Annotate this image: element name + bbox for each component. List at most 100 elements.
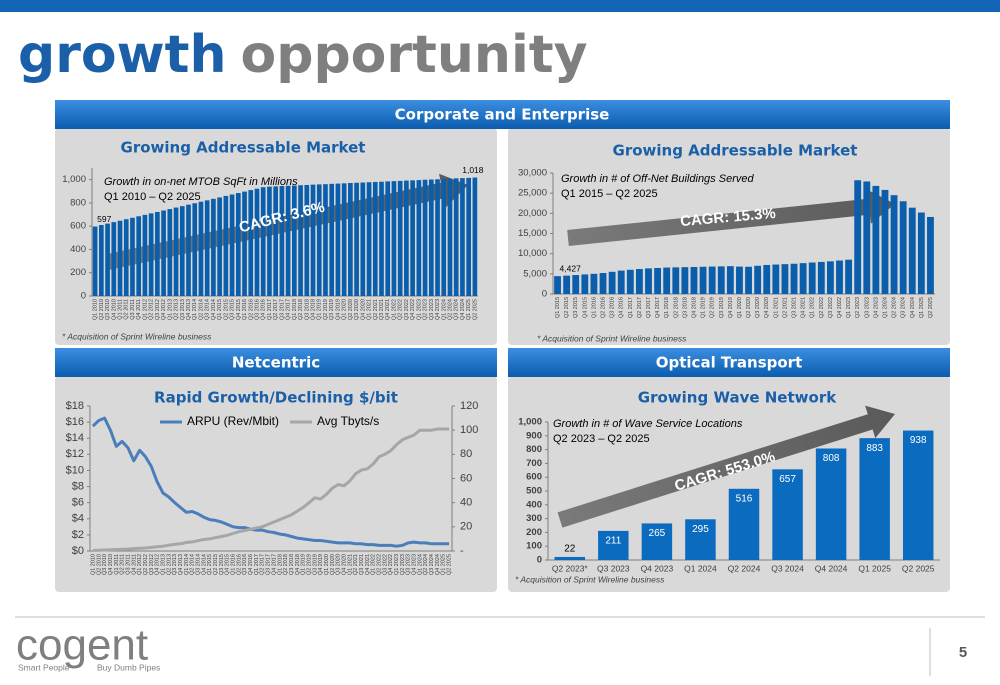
x-tick-label: Q3 2018	[682, 297, 688, 318]
y-tick-label: 10,000	[518, 248, 547, 259]
series-line	[91, 416, 450, 548]
data-label: 265	[649, 528, 666, 539]
bar	[845, 259, 853, 294]
x-tick-label: Q3 2010	[102, 554, 108, 575]
bar	[872, 185, 880, 294]
data-label: 516	[736, 493, 753, 504]
section-header	[508, 348, 950, 377]
x-tick-label: Q4 2024	[815, 563, 848, 573]
y-tick-label: 400	[70, 244, 86, 255]
x-tick-label: Q1 2023	[846, 297, 852, 318]
x-tick-label: Q2 2025	[928, 297, 934, 318]
x-tick-label: Q2 2016	[236, 554, 242, 575]
data-label: 211	[605, 536, 621, 547]
chart-period: Q1 2010 – Q2 2025	[104, 191, 201, 203]
bar	[472, 177, 478, 296]
x-tick-label: Q2 2020	[746, 297, 752, 318]
x-tick-label: Q2 2021	[373, 299, 379, 320]
y-tick-label: $8	[72, 480, 84, 492]
x-tick-label: Q1 2011	[114, 554, 120, 575]
x-tick-label: Q4 2023	[641, 563, 674, 573]
bar	[99, 225, 104, 296]
bar	[354, 182, 359, 296]
bar	[310, 184, 316, 296]
x-tick-label: Q3 2023	[597, 563, 630, 573]
x-tick-label: Q1 2018	[664, 297, 670, 318]
bar	[790, 263, 798, 294]
bar	[854, 180, 862, 294]
bar	[155, 211, 160, 296]
y2-tick-label: 120	[460, 400, 478, 412]
x-tick-label: Q3 2015	[573, 297, 579, 318]
section-header	[55, 348, 497, 377]
x-tick-label: Q4 2018	[295, 554, 301, 575]
x-tick-label: Q4 2014	[211, 299, 217, 320]
x-tick-label: Q2 2013	[173, 299, 179, 320]
x-tick-label: Q2 2023	[855, 297, 861, 318]
x-tick-label: Q1 2024	[417, 554, 423, 575]
bar	[754, 265, 762, 294]
x-tick-label: Q2 2016	[248, 299, 254, 320]
bar	[198, 201, 204, 296]
x-tick-label: Q2 2010	[96, 554, 102, 575]
x-tick-label: Q1 2021	[347, 554, 353, 575]
x-tick-label: Q4 2024	[910, 297, 916, 318]
x-tick-label: Q2 2021	[782, 297, 788, 318]
bar	[728, 488, 760, 560]
x-tick-label: Q1 2022	[371, 554, 377, 575]
x-tick-label: Q4 2011	[131, 554, 137, 575]
bar	[335, 183, 341, 296]
x-tick-label: Q1 2012	[142, 299, 148, 320]
footnote: * Acquisition of Sprint Wireline busines…	[515, 574, 665, 584]
x-tick-label: Q1 2021	[773, 297, 779, 318]
y2-tick-label: -	[460, 545, 464, 557]
bar	[304, 184, 310, 296]
section-title: Corporate and Enterprise	[395, 106, 610, 124]
y-tick-label: 200	[526, 527, 542, 538]
bar	[223, 195, 229, 296]
chart-note: Growth in # of Off-Net Buildings Served	[561, 173, 754, 185]
x-tick-label: Q4 2015	[225, 554, 231, 575]
x-tick-label: Q2 2018	[298, 299, 304, 320]
x-tick-label: Q3 2017	[646, 297, 652, 318]
data-label: 4,427	[560, 263, 582, 273]
bar	[881, 189, 889, 294]
y2-tick-label: 100	[460, 424, 478, 436]
x-tick-label: Q2 2024	[447, 299, 453, 320]
y-tick-label: $14	[66, 432, 84, 444]
bar	[572, 275, 580, 294]
x-tick-label: Q2 2011	[120, 554, 126, 575]
x-tick-label: Q4 2020	[360, 299, 366, 320]
bar	[267, 186, 272, 296]
x-tick-label: Q2 2023	[423, 299, 429, 320]
x-tick-label: Q4 2022	[837, 297, 843, 318]
x-tick-label: Q4 2023	[435, 299, 441, 320]
x-tick-label: Q1 2013	[160, 554, 166, 575]
x-tick-label: Q2 2011	[124, 299, 130, 320]
bar	[186, 204, 191, 296]
bar	[385, 181, 391, 296]
bar	[404, 180, 409, 296]
bar	[372, 181, 378, 296]
x-tick-label: Q2 2022	[376, 554, 382, 575]
bar	[460, 178, 465, 296]
bar	[229, 194, 235, 296]
bar	[608, 271, 616, 294]
bar	[192, 203, 198, 296]
y-tick-label: 500	[526, 486, 542, 497]
x-tick-label: Q3 2023	[864, 297, 870, 318]
y-tick-label: 600	[526, 472, 542, 483]
bar	[279, 186, 285, 296]
bar	[148, 213, 154, 296]
x-tick-label: Q4 2019	[335, 299, 341, 320]
x-tick-label: Q3 2011	[125, 554, 131, 575]
x-tick-label: Q3 2020	[755, 297, 761, 318]
x-tick-label: Q3 2017	[279, 299, 285, 320]
x-tick-label: Q1 2020	[324, 554, 330, 575]
x-tick-label: Q4 2023	[411, 554, 417, 575]
x-tick-label: Q2 2022	[398, 299, 404, 320]
x-tick-label: Q3 2014	[205, 299, 211, 320]
x-tick-label: Q4 2020	[764, 297, 770, 318]
bar	[248, 190, 254, 296]
bar	[685, 519, 716, 560]
